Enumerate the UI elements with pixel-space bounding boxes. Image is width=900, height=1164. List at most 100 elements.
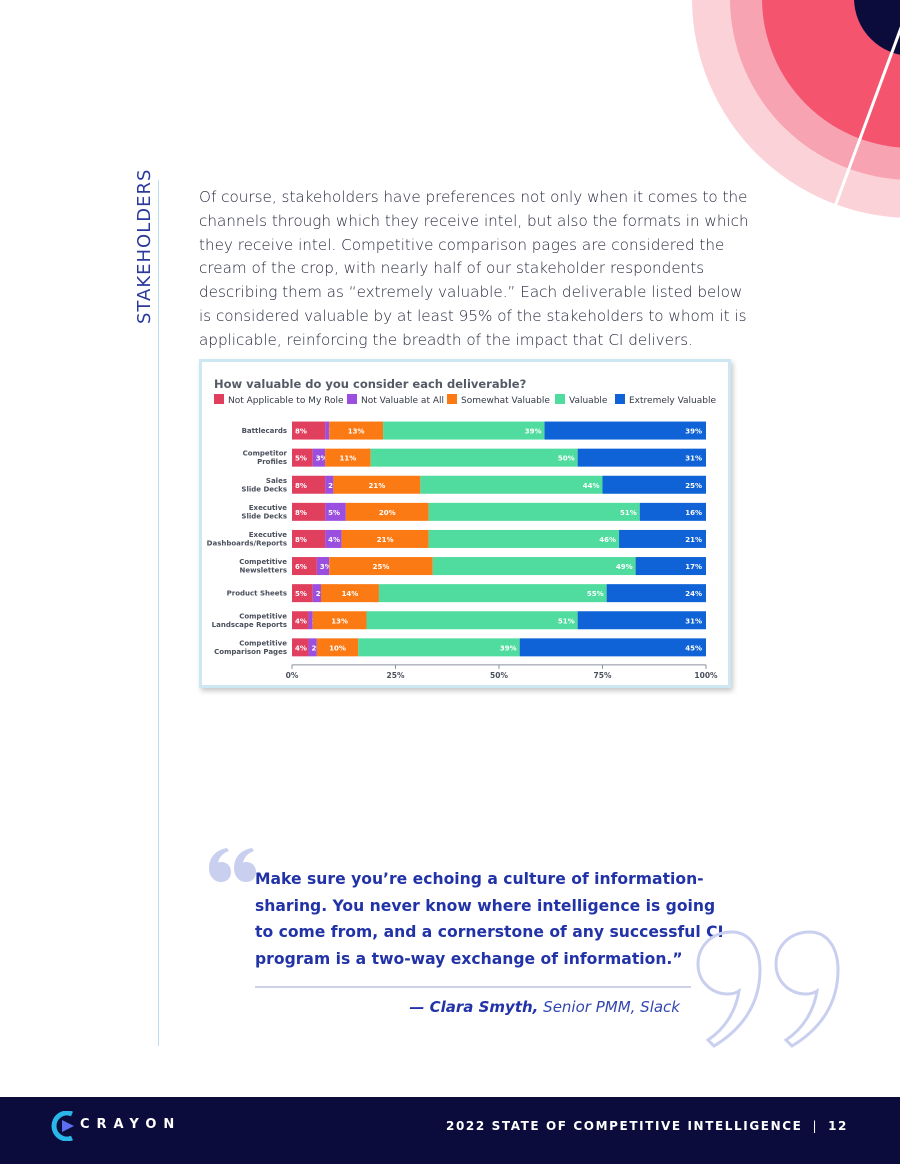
data-label: 8% [295, 536, 307, 544]
bar-segment [635, 557, 706, 576]
category-label: Sales Slide Decks [241, 477, 287, 494]
deco-coral-circle [762, 0, 900, 148]
data-label: 55% [587, 590, 604, 598]
bar-segment [292, 502, 326, 521]
data-label: 14% [342, 590, 359, 598]
legend-swatch [555, 394, 565, 404]
legend-swatch [615, 394, 625, 404]
deco-navy-circle [854, 0, 900, 55]
x-tick-label: 75% [594, 671, 612, 680]
data-label: 39% [685, 428, 702, 436]
category-label: Competitor Profiles [243, 450, 288, 467]
footer-separator: | [812, 1119, 819, 1133]
x-tick-label: 0% [286, 671, 299, 680]
data-label: 8% [295, 482, 307, 490]
quote-attribution: — Clara Smyth, Senior PMM, Slack [330, 998, 680, 1016]
data-label: 6% [295, 563, 307, 571]
bar-segment [366, 611, 578, 630]
data-label: 25% [373, 563, 390, 571]
footer-title: 2022 STATE OF COMPETITIVE INTELLIGENCE | 1… [446, 1119, 848, 1133]
bar-segment [432, 557, 636, 576]
data-label: 21% [685, 536, 702, 544]
bar-segment [316, 557, 330, 576]
bar-segment [292, 475, 326, 494]
bar-segment [312, 584, 321, 603]
bar-segment [325, 448, 371, 467]
brand-name: CRAYON [80, 1117, 182, 1132]
data-label: 21% [368, 482, 385, 490]
data-label: 25% [685, 482, 702, 490]
bar-segment [606, 584, 706, 603]
bar-segment [544, 421, 706, 440]
data-label: 51% [558, 617, 575, 625]
chart-title: How valuable do you consider each delive… [214, 377, 526, 391]
bar-segment [428, 529, 620, 548]
legend-swatch [447, 394, 457, 404]
bar-segment [325, 529, 342, 548]
bar-segment [292, 448, 313, 467]
data-label: 5% [295, 590, 307, 598]
data-label: 39% [500, 644, 517, 652]
data-label: 5% [328, 509, 340, 517]
bar-segment [292, 421, 326, 440]
report-title: 2022 STATE OF COMPETITIVE INTELLIGENCE [446, 1119, 803, 1133]
page-number: 12 [828, 1119, 848, 1133]
open-quote-icon [209, 848, 256, 882]
bar-segment [345, 502, 429, 521]
bar-segment [308, 638, 317, 657]
bar-segment [519, 638, 706, 657]
legend-swatch [214, 394, 224, 404]
bar-segment [420, 475, 603, 494]
bar-segment [428, 502, 640, 521]
bar-segment [308, 611, 313, 630]
category-label: Executive Slide Decks [241, 504, 287, 520]
category-label: Competitive Comparison Pages [214, 639, 287, 656]
data-label: 17% [685, 563, 702, 571]
data-label: 49% [616, 563, 633, 571]
bar-segment [292, 557, 317, 576]
intro-paragraph: Of course, stakeholders have preferences… [199, 188, 749, 349]
category-label: Executive Dashboards/Reports [207, 531, 288, 548]
data-label: 50% [558, 455, 575, 463]
data-label: 51% [620, 509, 637, 517]
data-label: 13% [348, 428, 365, 436]
legend-label: Extremely Valuable [629, 396, 716, 406]
bar-segment [358, 638, 520, 657]
footer-bar: CRAYON 2022 STATE OF COMPETITIVE INTELLI… [0, 1097, 900, 1164]
x-tick-label: 100% [694, 671, 718, 680]
close-quote-icon [696, 930, 840, 1048]
bar-segment [370, 448, 578, 467]
data-label: 31% [685, 617, 702, 625]
data-label: 44% [583, 482, 600, 490]
data-label: 20% [379, 509, 396, 517]
quote-divider [255, 986, 691, 988]
data-label: 13% [331, 617, 348, 625]
bar-segment [341, 529, 429, 548]
bar-segment [639, 502, 706, 521]
decorative-circles [692, 0, 900, 220]
data-label: 10% [329, 644, 346, 652]
bar-segment [312, 448, 326, 467]
bar-segment [333, 475, 421, 494]
x-tick-label: 50% [490, 671, 508, 680]
sidebar-divider [158, 180, 159, 1046]
bar-segment [602, 475, 706, 494]
category-label: Product Sheets [227, 589, 287, 597]
data-label: 31% [685, 455, 702, 463]
bar-segment [292, 529, 326, 548]
crayon-logo-icon [51, 1111, 74, 1141]
bar-segment [292, 638, 309, 657]
x-tick-label: 25% [387, 671, 405, 680]
data-label: 16% [685, 509, 702, 517]
category-label: Battlecards [242, 427, 287, 435]
bar-segment [312, 611, 367, 630]
pull-quote: Make sure you’re echoing a culture of in… [255, 870, 724, 968]
legend-label: Not Valuable at All [361, 396, 444, 406]
data-label: 21% [377, 536, 394, 544]
section-label: STAKEHOLDERS [134, 168, 155, 324]
data-label: 8% [295, 509, 307, 517]
data-label: 5% [295, 455, 307, 463]
data-label: 46% [599, 536, 616, 544]
data-label: 3% [320, 563, 332, 571]
data-label: 8% [295, 428, 307, 436]
